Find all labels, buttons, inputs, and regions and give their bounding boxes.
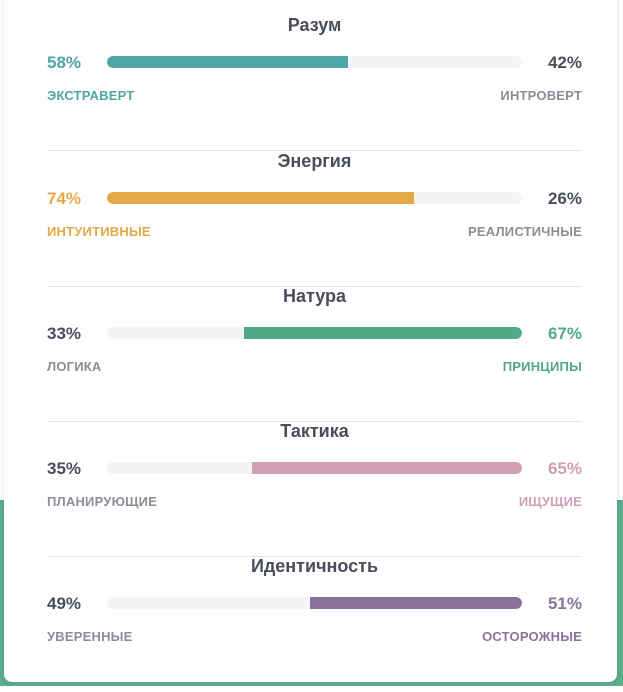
left-trait-label: ЭКСТРАВЕРТ <box>47 88 135 103</box>
divider <box>47 150 582 151</box>
right-percent: 26% <box>547 189 582 208</box>
scale-tactics: Тактика 35% 65% ПЛАНИРУЮЩИЕ ИЩУЩИЕ <box>47 421 582 557</box>
left-percent: 74% <box>47 189 82 208</box>
right-trait-label: ПРИНЦИПЫ <box>502 359 582 374</box>
right-trait-label: ИЩУЩИЕ <box>518 494 582 509</box>
scale-title: Энергия <box>277 151 352 171</box>
left-percent: 49% <box>47 594 82 613</box>
scale-title: Тактика <box>280 421 349 441</box>
left-trait-label: ЛОГИКА <box>47 359 102 374</box>
scale-track <box>107 327 522 339</box>
scale-track <box>107 597 522 609</box>
right-trait-label: ИНТРОВЕРТ <box>500 88 582 103</box>
scale-title: Разум <box>287 15 342 35</box>
left-trait-label: УВЕРЕННЫЕ <box>47 629 133 644</box>
left-trait-label: ПЛАНИРУЮЩИЕ <box>47 494 158 509</box>
scale-fill <box>252 462 522 474</box>
traits-card: Разум 58% 42% ЭКСТРАВЕРТ ИНТРОВЕРТ Энерг… <box>4 0 617 682</box>
scale-fill <box>107 192 415 204</box>
left-percent: 58% <box>47 53 82 72</box>
scale-track <box>107 462 522 474</box>
scale-fill <box>243 327 522 339</box>
right-trait-label: ОСТОРОЖНЫЕ <box>482 629 582 644</box>
scale-track <box>107 56 522 68</box>
scale-identity: Идентичность 49% 51% УВЕРЕННЫЕ ОСТОРОЖНЫ… <box>47 556 582 692</box>
scale-fill <box>310 597 522 609</box>
left-trait-label: ИНТУИТИВНЫЕ <box>47 224 151 239</box>
left-percent: 35% <box>47 459 82 478</box>
scale-nature: Натура 33% 67% ЛОГИКА ПРИНЦИПЫ <box>47 286 582 422</box>
scale-energy: Энергия 74% 26% ИНТУИТИВНЫЕ РЕАЛИСТИЧНЫЕ <box>47 151 582 287</box>
scale-mind: Разум 58% 42% ЭКСТРАВЕРТ ИНТРОВЕРТ <box>47 15 582 151</box>
right-percent: 51% <box>547 594 582 613</box>
right-percent: 65% <box>547 459 582 478</box>
divider <box>47 556 582 557</box>
divider <box>47 286 582 287</box>
scale-title: Натура <box>282 286 347 306</box>
right-percent: 42% <box>547 53 582 72</box>
divider <box>47 421 582 422</box>
scale-track <box>107 192 522 204</box>
scale-fill <box>107 56 348 68</box>
right-percent: 67% <box>547 324 582 343</box>
left-percent: 33% <box>47 324 82 343</box>
scale-title: Идентичность <box>250 556 379 576</box>
right-trait-label: РЕАЛИСТИЧНЫЕ <box>467 224 582 239</box>
